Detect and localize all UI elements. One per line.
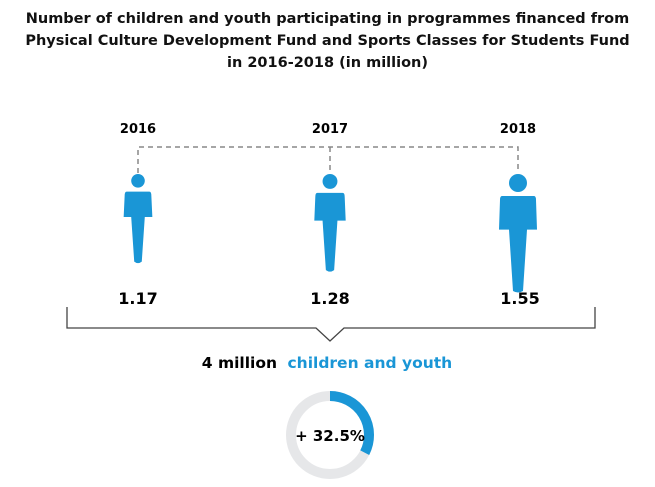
figure-head-2016 [131,174,145,188]
dashed-connector [137,146,519,173]
title-line-2: Physical Culture Development Fund and Sp… [25,33,630,49]
total-number: 4 million [202,354,277,372]
title-line-1: Number of children and youth participati… [25,11,630,27]
total-highlight: children and youth [287,354,452,372]
year-label: 2018 [500,122,536,137]
figure-body-2018 [499,196,537,293]
value-label: 1.28 [310,289,349,308]
year-label: 2016 [120,122,156,137]
change-ring-arc [329,391,374,455]
year-label: 2017 [312,122,348,137]
change-label: + 32.5% [295,427,365,445]
figure-body-2016 [123,191,153,264]
figure-head-2018 [509,174,527,192]
value-label: 1.55 [500,289,539,308]
title-line-3: in 2016-2018 (in million) [227,55,428,71]
figure-head-2017 [322,174,338,189]
figure-body-2017 [314,192,346,272]
value-label: 1.17 [118,289,157,308]
chart-title: Number of children and youth participati… [0,8,655,74]
total-label: 4 million children and youth [202,354,452,372]
total-bracket [66,307,596,342]
